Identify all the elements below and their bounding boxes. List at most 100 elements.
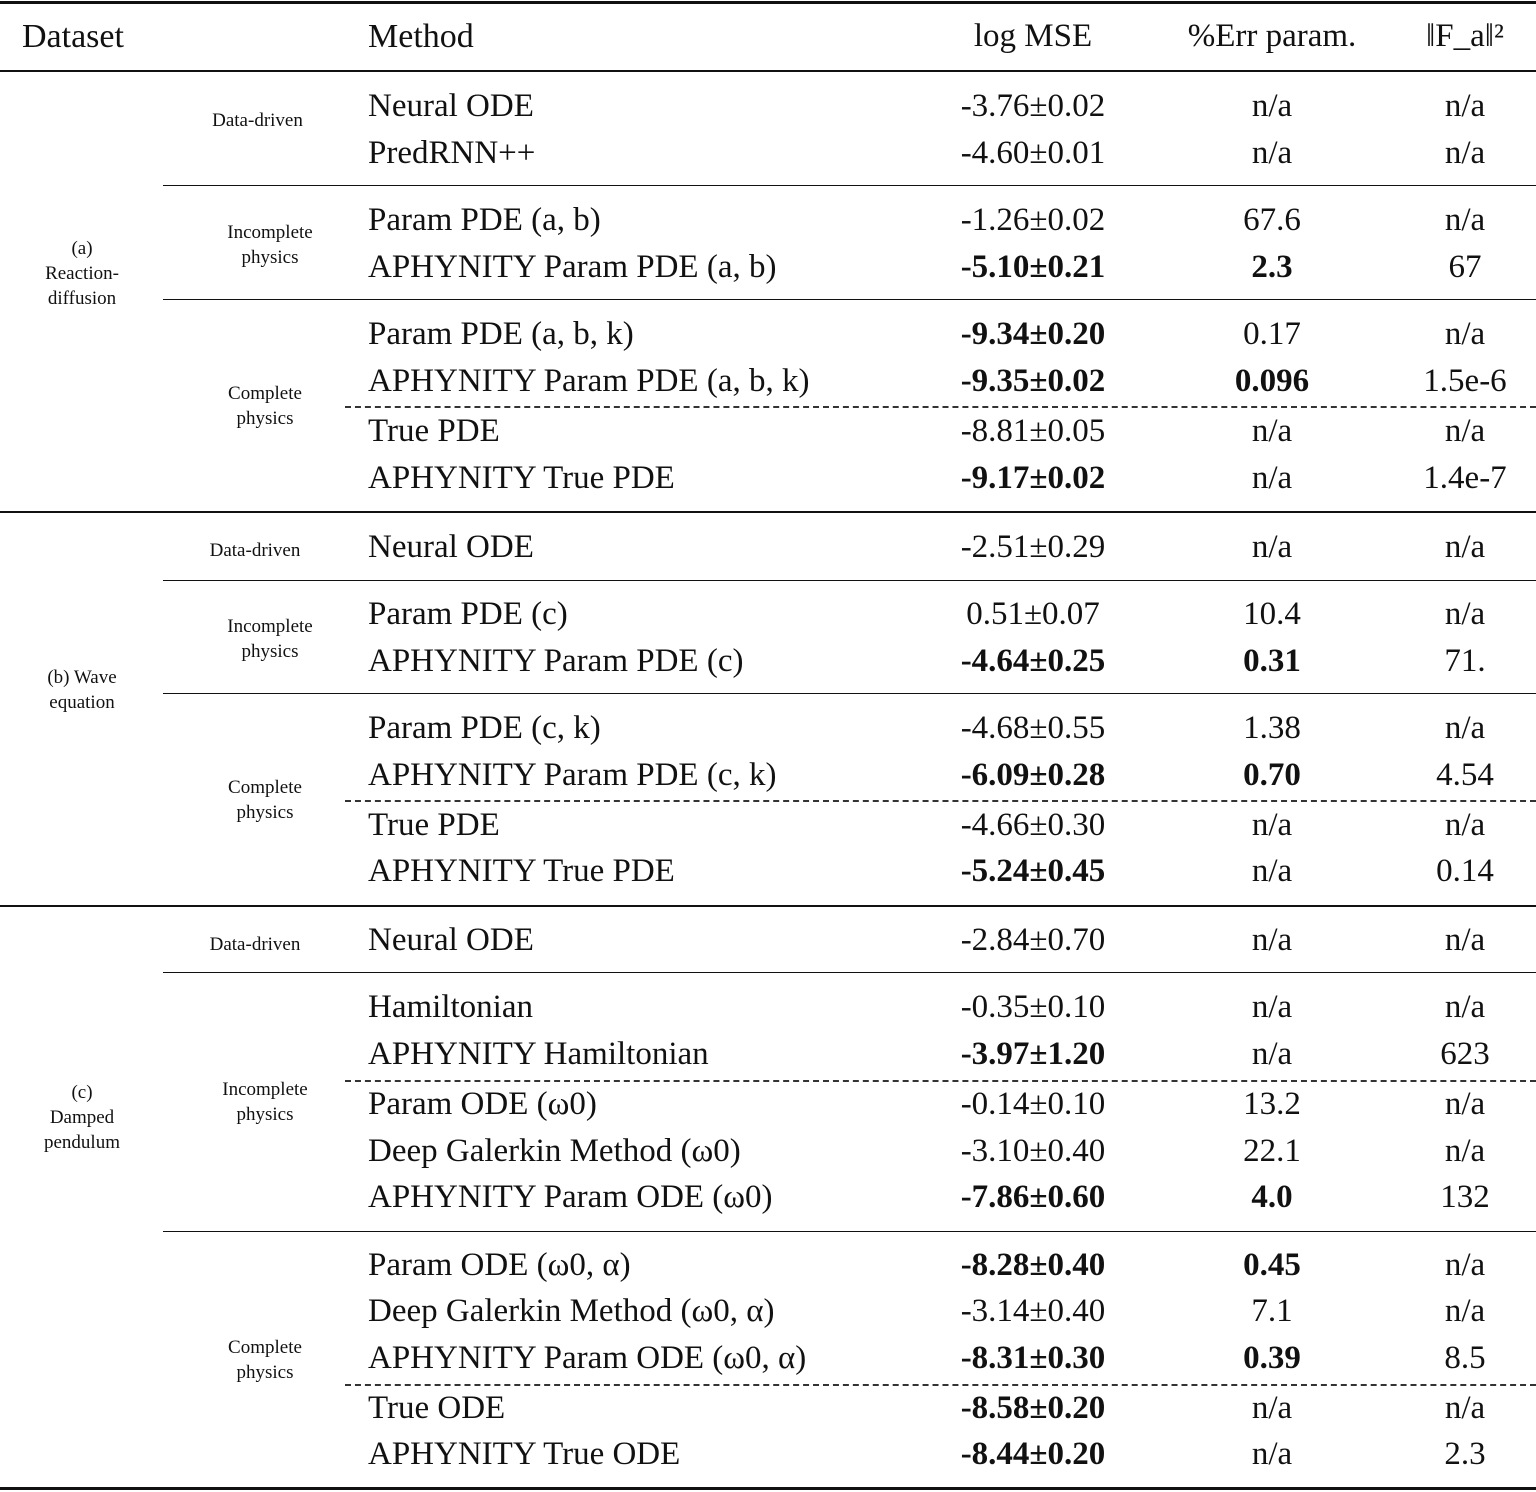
log-mse-cell: -1.26±0.02: [960, 202, 1106, 238]
log-mse-cell: -2.51±0.29: [960, 529, 1106, 565]
category-label: Incomplete physics: [227, 222, 313, 268]
fa-norm-cell: n/a: [1444, 710, 1486, 746]
dashed-rule: [345, 1384, 1536, 1386]
dataset-label: (a) Reaction-diffusion: [45, 238, 119, 309]
log-mse-cell: -0.35±0.10: [960, 989, 1106, 1025]
category-label: Complete physics: [228, 383, 302, 429]
method-cell: PredRNN++: [368, 135, 536, 171]
category-label: Complete physics: [228, 1337, 302, 1383]
method-cell: Hamiltonian: [368, 989, 533, 1025]
category-label: Data-driven: [212, 110, 303, 131]
group-rule: [163, 693, 1536, 694]
group-rule: [163, 580, 1536, 581]
log-mse-cell: -9.35±0.02: [960, 363, 1106, 399]
err-param-cell: 13.2: [1243, 1086, 1301, 1122]
fa-norm-cell: n/a: [1444, 316, 1486, 352]
group-rule: [163, 185, 1536, 186]
fa-norm-cell: n/a: [1444, 1293, 1486, 1329]
dataset-label: (b) Wave equation: [47, 667, 117, 713]
fa-norm-cell: n/a: [1444, 88, 1486, 124]
dashed-rule: [345, 406, 1536, 408]
dashed-rule: [345, 800, 1536, 802]
section-rule: [0, 511, 1536, 513]
fa-norm-cell: n/a: [1444, 1390, 1486, 1426]
method-cell: Param PDE (c): [368, 596, 568, 632]
fa-norm-cell: n/a: [1444, 1133, 1486, 1169]
method-cell: APHYNITY Param PDE (c, k): [368, 757, 777, 793]
method-cell: APHYNITY Param PDE (c): [368, 643, 744, 679]
fa-norm-cell: n/a: [1444, 1086, 1486, 1122]
log-mse-cell: -9.17±0.02: [960, 460, 1106, 496]
bottom-rule: [0, 1487, 1536, 1490]
log-mse-cell: -9.34±0.20: [960, 316, 1106, 352]
log-mse-cell: -8.81±0.05: [960, 413, 1106, 449]
err-param-cell: 0.45: [1243, 1247, 1301, 1283]
log-mse-cell: -3.14±0.40: [960, 1293, 1106, 1329]
log-mse-cell: -8.58±0.20: [960, 1390, 1106, 1426]
log-mse-cell: -3.10±0.40: [960, 1133, 1106, 1169]
err-param-cell: n/a: [1251, 989, 1293, 1025]
fa-norm-cell: n/a: [1444, 807, 1486, 843]
fa-norm-cell: 4.54: [1436, 757, 1494, 793]
method-cell: True ODE: [368, 1390, 506, 1426]
err-param-cell: 0.39: [1243, 1340, 1301, 1376]
err-param-cell: n/a: [1251, 1036, 1293, 1072]
top-rule: [0, 1, 1536, 4]
err-param-cell: n/a: [1251, 1390, 1293, 1426]
fa-norm-cell: 623: [1440, 1036, 1490, 1072]
fa-norm-cell: 67: [1448, 249, 1482, 285]
err-param-cell: 10.4: [1243, 596, 1301, 632]
group-rule: [163, 299, 1536, 300]
group-rule: [163, 1231, 1536, 1232]
category-label: Data-driven: [209, 540, 301, 561]
err-param-cell: 67.6: [1243, 202, 1301, 238]
method-cell: True PDE: [368, 413, 500, 449]
method-cell: Deep Galerkin Method (ω0): [368, 1133, 741, 1169]
log-mse-cell: -5.24±0.45: [960, 853, 1106, 889]
method-cell: Neural ODE: [368, 529, 534, 565]
err-param-cell: n/a: [1251, 88, 1293, 124]
err-param-cell: 1.38: [1243, 710, 1301, 746]
method-cell: APHYNITY Param PDE (a, b, k): [368, 363, 810, 399]
err-param-cell: n/a: [1251, 529, 1293, 565]
fa-norm-cell: n/a: [1444, 596, 1486, 632]
header-dataset: Dataset: [22, 18, 124, 55]
fa-norm-cell: n/a: [1444, 529, 1486, 565]
fa-norm-cell: 1.4e-7: [1423, 460, 1507, 496]
method-cell: Neural ODE: [368, 922, 534, 958]
section-rule: [0, 905, 1536, 907]
err-param-cell: n/a: [1251, 853, 1293, 889]
method-cell: APHYNITY Param ODE (ω0, α): [368, 1340, 807, 1376]
log-mse-cell: -3.97±1.20: [960, 1036, 1106, 1072]
header-err-param: %Err param.: [1187, 18, 1357, 54]
fa-norm-cell: 8.5: [1444, 1340, 1486, 1376]
err-param-cell: 2.3: [1251, 249, 1293, 285]
err-param-cell: 0.70: [1243, 757, 1301, 793]
method-cell: APHYNITY Hamiltonian: [368, 1036, 709, 1072]
err-param-cell: n/a: [1251, 413, 1293, 449]
err-param-cell: 7.1: [1251, 1293, 1293, 1329]
category-label: Incomplete physics: [227, 616, 313, 662]
log-mse-cell: -4.60±0.01: [960, 135, 1106, 171]
log-mse-cell: -8.31±0.30: [960, 1340, 1106, 1376]
log-mse-cell: -8.44±0.20: [960, 1436, 1106, 1472]
err-param-cell: n/a: [1251, 135, 1293, 171]
log-mse-cell: -4.66±0.30: [960, 807, 1106, 843]
err-param-cell: 0.31: [1243, 643, 1301, 679]
dashed-rule: [345, 1080, 1536, 1082]
method-cell: Param ODE (ω0, α): [368, 1247, 631, 1283]
method-cell: True PDE: [368, 807, 500, 843]
err-param-cell: 22.1: [1243, 1133, 1301, 1169]
fa-norm-cell: n/a: [1444, 1247, 1486, 1283]
method-cell: Deep Galerkin Method (ω0, α): [368, 1293, 775, 1329]
header-method: Method: [368, 18, 474, 55]
err-param-cell: n/a: [1251, 807, 1293, 843]
fa-norm-cell: 1.5e-6: [1423, 363, 1507, 399]
err-param-cell: n/a: [1251, 1436, 1293, 1472]
err-param-cell: n/a: [1251, 460, 1293, 496]
method-cell: APHYNITY Param PDE (a, b): [368, 249, 777, 285]
header-rule: [0, 70, 1536, 72]
log-mse-cell: -4.64±0.25: [960, 643, 1106, 679]
header-fa-norm: ‖F_a‖²: [1426, 18, 1504, 54]
fa-norm-cell: n/a: [1444, 202, 1486, 238]
